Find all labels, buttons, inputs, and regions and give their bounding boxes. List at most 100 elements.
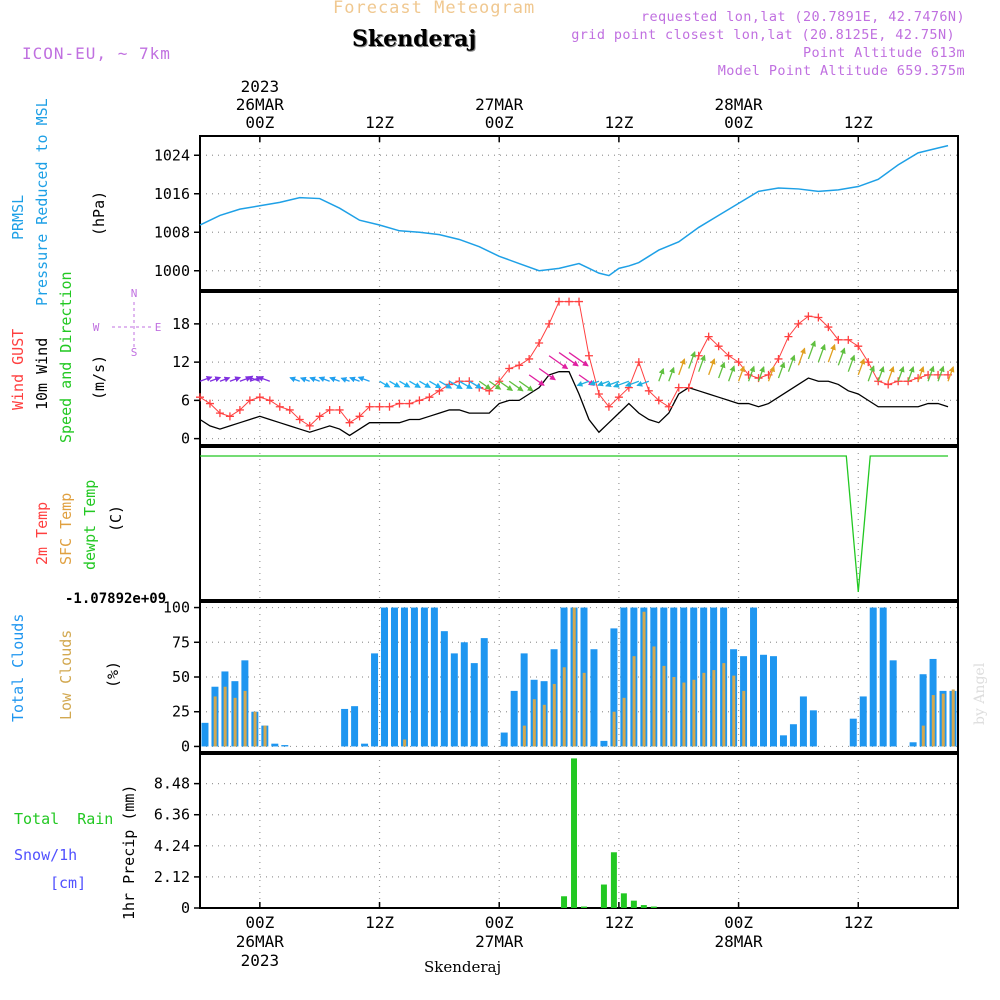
- precip-bar: [630, 900, 637, 908]
- low-cloud-bar: [951, 689, 955, 747]
- low-cloud-bar: [682, 682, 686, 747]
- gust-marker: [205, 399, 214, 408]
- wind-direction-arrow: [817, 343, 826, 363]
- low-cloud-bar: [403, 739, 407, 747]
- total-cloud-bar: [809, 710, 817, 747]
- gust-marker: [854, 342, 863, 351]
- precip-tick-label: 2.12: [154, 868, 190, 886]
- wind-direction-arrow: [947, 366, 955, 382]
- low-cloud-bar: [542, 704, 546, 747]
- low-cloud-bar: [562, 667, 566, 747]
- total-cloud-bar: [500, 732, 508, 747]
- low-clouds-label: Low Clouds: [57, 629, 75, 720]
- wind-direction-arrow: [787, 354, 796, 372]
- bottom-time-label: 26MAR: [236, 932, 285, 951]
- wind-direction-arrow: [199, 375, 213, 382]
- wind-direction-arrow: [576, 380, 590, 387]
- low-cloud-bar: [921, 725, 925, 747]
- gust-marker: [575, 297, 583, 306]
- gust-marker: [704, 332, 713, 341]
- gust-marker: [824, 323, 833, 332]
- pressure-line: [199, 144, 949, 277]
- total-cloud-bar: [400, 607, 408, 747]
- total-clouds-label: Total Clouds: [9, 613, 27, 722]
- gust-marker: [654, 396, 663, 405]
- wind-speed-line: [199, 371, 949, 437]
- gust-marker: [734, 358, 743, 367]
- total-cloud-bar: [470, 663, 478, 747]
- clouds-tick-label: 25: [172, 703, 190, 721]
- wind-direction-arrow: [508, 380, 524, 392]
- wind-direction-arrow: [688, 351, 696, 369]
- wind-10m-label: 10m Wind: [33, 337, 51, 410]
- gust-marker: [415, 396, 424, 405]
- clouds-tick-label: 0: [181, 737, 190, 755]
- gust-marker: [674, 383, 683, 392]
- total-cloud-bar: [799, 696, 807, 747]
- pressure-tick-label: 1008: [154, 223, 190, 241]
- precip-tick-label: 4.24: [154, 837, 190, 855]
- gust-marker: [784, 332, 793, 341]
- wind-direction-arrow: [528, 374, 545, 386]
- total-cloud-bar: [769, 656, 777, 747]
- wind-direction-arrow: [658, 367, 665, 382]
- hpa-unit-label: (hPa): [90, 190, 108, 236]
- gust-marker: [864, 358, 873, 367]
- wind-direction-arrow: [937, 365, 945, 382]
- top-time-label: 12Z: [844, 113, 873, 132]
- compass-label: S: [131, 346, 138, 359]
- precip-bar: [620, 893, 627, 908]
- low-cloud-bar: [931, 695, 935, 747]
- wind-direction-arrow: [458, 380, 473, 390]
- top-time-label: 12Z: [365, 113, 394, 132]
- gust-marker: [714, 342, 723, 351]
- temp-2m-label: 2m Temp: [33, 501, 51, 565]
- total-cloud-bar: [789, 724, 797, 747]
- wind-direction-arrow: [605, 380, 620, 388]
- total-cloud-bar: [510, 690, 518, 747]
- low-cloud-bar: [233, 697, 237, 747]
- gust-marker: [275, 402, 284, 411]
- wind-direction-arrow: [449, 380, 463, 390]
- model-label: ICON-EU, ~ 7km: [22, 44, 171, 63]
- gust-marker: [245, 396, 254, 405]
- pressure-msl-label: Pressure Reduced to MSL: [33, 98, 51, 306]
- gust-marker: [515, 361, 524, 370]
- wind-direction-arrow: [289, 376, 300, 383]
- total-cloud-bar: [690, 607, 698, 747]
- panel-frame-temp: [199, 446, 959, 601]
- total-cloud-bar: [460, 642, 468, 747]
- wind-direction-arrow: [877, 366, 885, 382]
- gust-marker: [525, 354, 534, 363]
- total-cloud-bar: [271, 743, 279, 747]
- model-altitude: Model Point Altitude 659.375m: [717, 63, 965, 79]
- gust-marker: [634, 358, 643, 367]
- wind-direction-arrow: [538, 367, 556, 381]
- gust-marker: [345, 418, 354, 427]
- wind-direction-arrow: [927, 365, 935, 382]
- top-time-label: 12Z: [604, 113, 633, 132]
- total-cloud-bar: [390, 607, 398, 747]
- gust-marker: [285, 405, 294, 414]
- total-rain-label: Total Rain: [14, 810, 114, 828]
- total-cloud-bar: [889, 660, 897, 747]
- low-cloud-bar: [652, 646, 656, 747]
- bottom-time-label: 28MAR: [714, 932, 763, 951]
- compass-label: W: [93, 321, 100, 334]
- gust-marker: [235, 405, 244, 414]
- precip-bar: [610, 852, 617, 908]
- wind-gust-label: Wind GUST: [9, 328, 27, 410]
- wind-direction-arrow: [847, 354, 856, 372]
- precip-axis-label: 1hr Precip (mm): [120, 784, 138, 920]
- gust-marker: [265, 396, 274, 405]
- wind-direction-arrow: [747, 365, 755, 382]
- sfc-temp-label: SFC Temp: [57, 492, 75, 565]
- precip-bar: [561, 896, 568, 908]
- product-title: Forecast Meteogram: [333, 0, 536, 18]
- low-cloud-bar: [622, 697, 626, 747]
- wind-direction-arrow: [827, 343, 836, 363]
- total-cloud-bar: [620, 607, 628, 747]
- bottom-time-label: 00Z: [485, 913, 514, 932]
- wind-direction-arrow: [340, 377, 350, 383]
